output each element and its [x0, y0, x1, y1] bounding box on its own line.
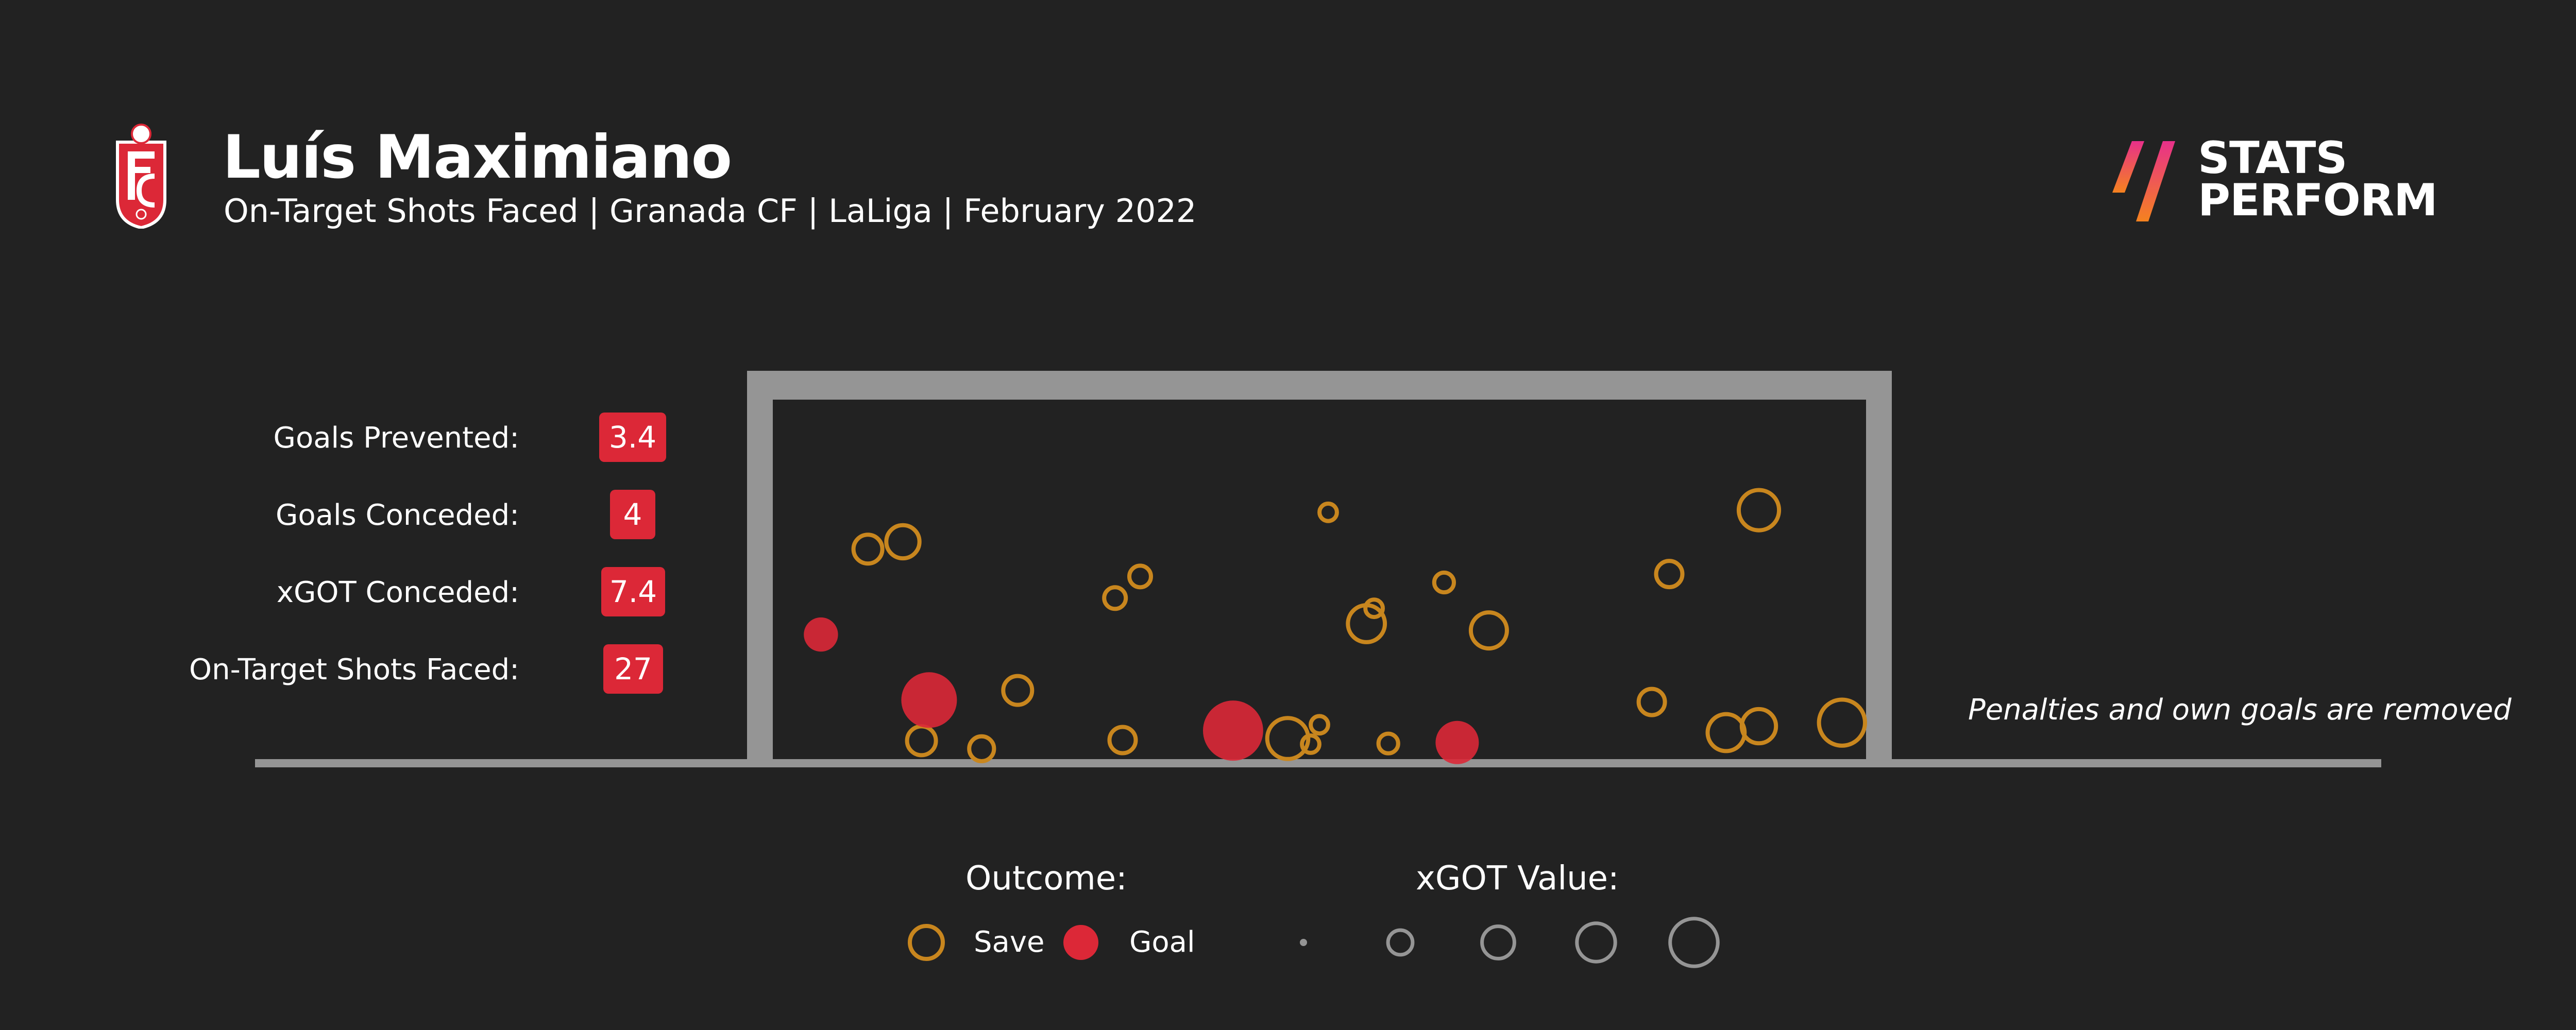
shots-layer [804, 488, 1868, 764]
brand-line-2: PERFORM [2198, 175, 2438, 226]
shot-save-marker-6 [1127, 563, 1153, 590]
brand-line-1: STATS [2198, 132, 2347, 184]
stat-goals-conceded: Goals Conceded: 4 [0, 490, 721, 541]
shot-save-marker-10 [1309, 714, 1330, 736]
footnote: Penalties and own goals are removed [1968, 693, 2512, 727]
shot-save-marker-11 [1317, 501, 1339, 523]
shot-save-marker-17 [1636, 686, 1667, 717]
shot-save-marker-7 [1107, 725, 1138, 756]
legend-xgot-size-1 [1386, 928, 1415, 957]
shot-save-marker-18 [1654, 559, 1685, 590]
stat-xgot-conceded: xGOT Conceded: 7.4 [0, 567, 721, 619]
shot-goal-marker-0 [804, 617, 838, 652]
shot-save-marker-0 [851, 533, 885, 566]
shot-save-marker-19 [1705, 712, 1747, 753]
stat-goals-prevented: Goals Prevented: 3.4 [0, 413, 721, 464]
legend-xgot-size-3 [1575, 921, 1617, 964]
brand-name: STATS PERFORM [2198, 132, 2438, 226]
legend-outcome-title: Outcome: [965, 860, 1127, 898]
legend-xgot-size-4 [1668, 917, 1720, 968]
page-subtitle: On-Target Shots Faced | Granada CF | LaL… [224, 192, 1197, 230]
shot-save-marker-15 [1432, 570, 1456, 595]
stat-label: Goals Conceded: [275, 499, 519, 532]
stat-label: Goals Prevented: [273, 421, 519, 455]
goal-line [255, 759, 2381, 767]
shot-save-marker-8 [1265, 716, 1311, 761]
stats-perform-logo: STATS PERFORM [2110, 136, 2438, 225]
shot-save-marker-5 [1102, 585, 1128, 611]
stat-value-badge: 27 [603, 644, 663, 694]
shot-goal-marker-3 [1435, 720, 1479, 764]
legend-xgot-size-2 [1480, 924, 1516, 960]
legend-xgot-size-0 [1300, 939, 1307, 946]
shot-save-marker-3 [967, 734, 996, 764]
shot-save-marker-2 [905, 724, 938, 758]
shot-save-marker-14 [1376, 731, 1400, 756]
legend-goal-marker [1063, 925, 1098, 960]
shot-save-marker-21 [1739, 707, 1778, 746]
legend-goal-label: Goal [1129, 925, 1195, 959]
stats-perform-mark-icon [2112, 141, 2175, 221]
page-title: Luís Maximiano [223, 123, 732, 192]
legend-xgot-title: xGOT Value: [1416, 860, 1619, 898]
shot-goal-marker-2 [1203, 700, 1263, 761]
right-post [1866, 371, 1892, 763]
shot-goal-marker-1 [901, 672, 957, 728]
stat-label: On-Target Shots Faced: [189, 653, 519, 686]
stat-value-badge: 4 [610, 490, 655, 539]
legend-save-label: Save [974, 925, 1045, 959]
legend-marks [908, 917, 1720, 968]
shot-save-marker-4 [1001, 674, 1035, 707]
goal-frame [255, 371, 2381, 767]
left-post [747, 371, 773, 763]
shot-save-marker-20 [1736, 488, 1782, 533]
shot-save-marker-13 [1363, 597, 1385, 620]
stat-value-badge: 3.4 [599, 413, 666, 462]
shot-save-marker-1 [884, 523, 922, 561]
stat-value-badge: 7.4 [601, 567, 665, 616]
stat-on-target-shots: On-Target Shots Faced: 27 [0, 644, 721, 696]
legend-save-marker [908, 924, 945, 961]
shot-save-marker-22 [1817, 697, 1868, 748]
shot-save-marker-9 [1300, 733, 1321, 755]
granada-cf-crest-icon [116, 124, 166, 229]
shot-save-marker-16 [1468, 610, 1509, 651]
stat-label: xGOT Conceded: [276, 576, 519, 609]
crossbar [747, 371, 1892, 400]
